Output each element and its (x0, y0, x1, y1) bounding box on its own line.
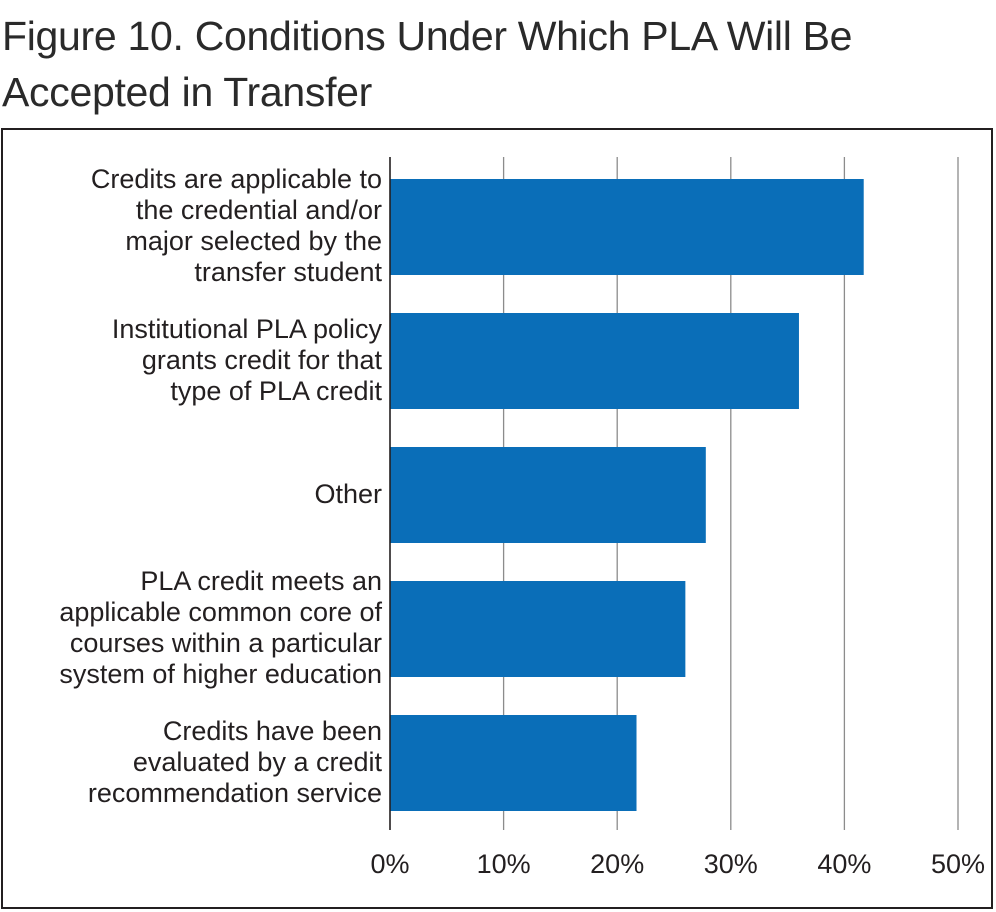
x-tick-label-30: 30% (703, 849, 758, 879)
bars (390, 179, 864, 811)
chart-title: Figure 10. Conditions Under Which PLA Wi… (2, 13, 853, 115)
category-label-1: Credits are applicable to the credential… (90, 164, 382, 287)
category-label-2: Institutional PLA policy grants credit f… (111, 313, 382, 406)
bar-2 (390, 313, 799, 409)
bar-1 (390, 179, 864, 275)
x-tick-label-50: 50% (930, 849, 986, 879)
category-label-4: PLA credit meets an applicable common co… (59, 566, 382, 689)
bar-3 (390, 447, 706, 543)
category-label-5: Credits have been evaluated by a credit … (87, 715, 382, 808)
chart-frame (1, 128, 993, 909)
x-tick-label-20: 20% (590, 849, 645, 879)
x-tick-label-10: 10% (476, 849, 531, 879)
bar-5 (390, 715, 637, 811)
x-tick-label-0: 0% (370, 849, 410, 879)
x-tick-label-40: 40% (817, 849, 872, 879)
bar-4 (390, 581, 686, 677)
category-label-3: Other (314, 478, 382, 509)
